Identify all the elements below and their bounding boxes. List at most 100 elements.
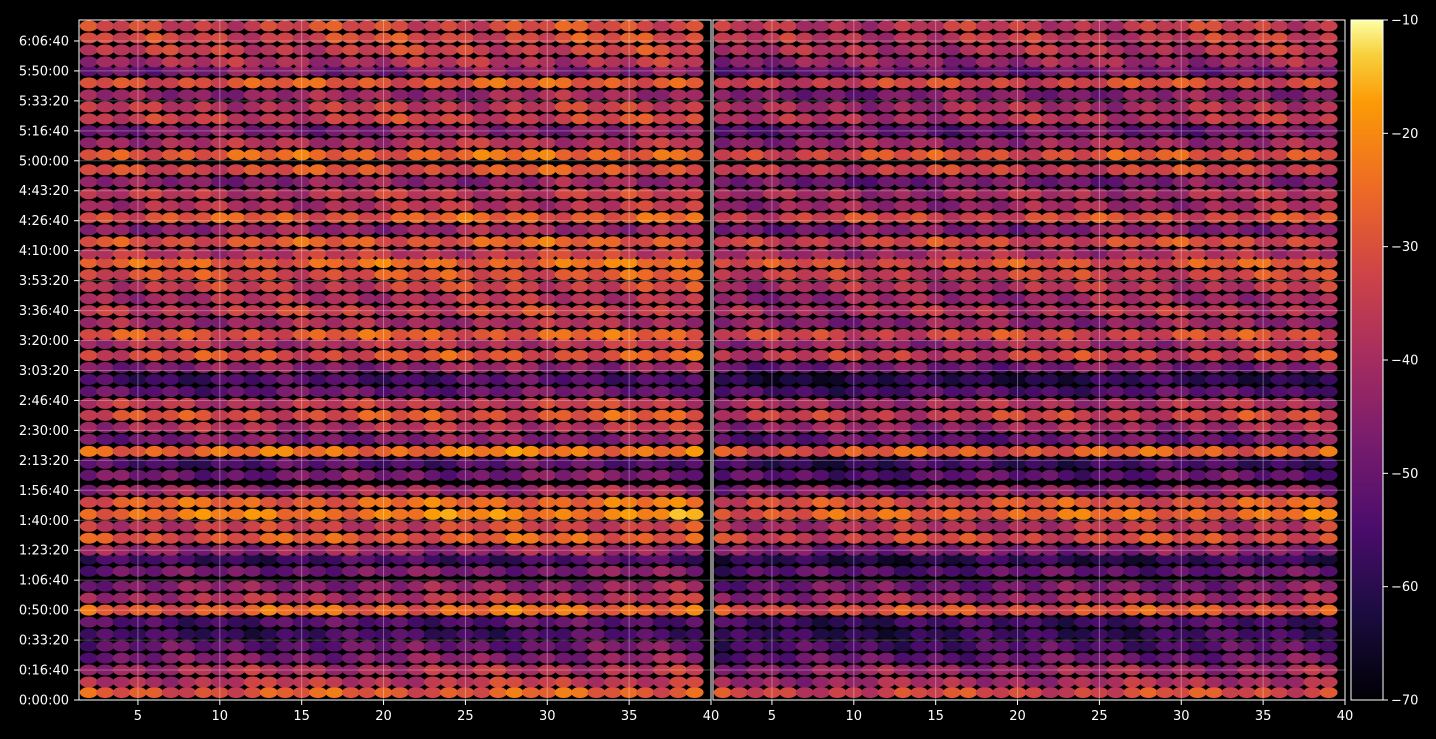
heatmap-cell <box>685 628 704 640</box>
heatmap-cell <box>1024 77 1043 89</box>
heatmap-cell <box>128 281 147 293</box>
heatmap-cell <box>1319 281 1338 293</box>
y-tick-label: 1:23:20 <box>19 544 69 559</box>
heatmap-cell <box>1286 350 1305 361</box>
heatmap-cell <box>1074 433 1092 445</box>
heatmap-cell <box>456 445 475 457</box>
heatmap-cell <box>1254 101 1273 113</box>
heatmap-cell <box>926 269 945 281</box>
heatmap-cell <box>1123 164 1142 176</box>
heatmap-cell <box>161 616 180 628</box>
heatmap-cell <box>571 532 589 544</box>
heatmap-cell <box>1286 604 1305 616</box>
heatmap-cell <box>1139 652 1158 664</box>
heatmap-cell <box>178 101 197 113</box>
heatmap-cell <box>926 338 945 349</box>
heatmap-cell <box>390 44 409 56</box>
heatmap-cell <box>456 580 475 592</box>
heatmap-cell <box>243 604 262 616</box>
heatmap-cell <box>730 592 749 604</box>
heatmap-cell <box>603 56 622 68</box>
heatmap-cell <box>423 544 442 556</box>
heatmap-cell <box>489 89 508 101</box>
heatmap-cell <box>341 469 360 481</box>
heatmap-cell <box>1237 137 1256 149</box>
heatmap-cell <box>276 20 295 32</box>
heatmap-cell <box>812 362 831 373</box>
heatmap-cell <box>489 386 508 397</box>
heatmap-cell <box>1303 628 1322 640</box>
heatmap-cell <box>1139 77 1158 89</box>
heatmap-cell <box>812 188 831 200</box>
heatmap-cell <box>456 386 475 397</box>
heatmap-cell <box>79 236 98 248</box>
heatmap-cell <box>79 32 98 44</box>
heatmap-cell <box>505 317 524 329</box>
heatmap-cell <box>910 149 929 161</box>
heatmap-cell <box>779 445 798 457</box>
heatmap-cell <box>620 676 639 688</box>
heatmap-cell <box>636 544 655 556</box>
heatmap-cell <box>975 77 994 89</box>
heatmap-cell <box>276 433 295 445</box>
heatmap-cell <box>1139 212 1158 224</box>
heatmap-cell <box>538 640 557 652</box>
heatmap-cell <box>795 496 814 508</box>
heatmap-cell <box>828 125 847 137</box>
heatmap-cell <box>309 565 327 577</box>
heatmap-cell <box>489 56 508 68</box>
heatmap-cell <box>145 544 164 556</box>
heatmap-cell <box>390 565 409 577</box>
heatmap-cell <box>1172 640 1191 652</box>
heatmap-cell <box>795 113 814 125</box>
heatmap-cell <box>1270 544 1289 556</box>
heatmap-cell <box>538 374 557 385</box>
heatmap-cell <box>959 508 978 520</box>
heatmap-cell <box>587 409 606 421</box>
heatmap-cell <box>828 269 847 281</box>
heatmap-cell <box>571 317 589 329</box>
heatmap-cell <box>161 374 180 385</box>
heatmap-cell <box>844 257 863 269</box>
heatmap-cell <box>1303 56 1322 68</box>
heatmap-cell <box>877 421 896 433</box>
heatmap-cell <box>210 317 229 329</box>
heatmap-cell <box>456 532 475 544</box>
heatmap-cell <box>1205 137 1223 149</box>
heatmap-cell <box>505 616 524 628</box>
heatmap-cell <box>1041 433 1060 445</box>
heatmap-cell <box>407 484 426 496</box>
heatmap-cell <box>1057 248 1076 260</box>
heatmap-cell <box>861 101 880 113</box>
heatmap-cell <box>1008 484 1027 496</box>
heatmap-cell <box>795 544 814 556</box>
heatmap-cell <box>669 329 688 340</box>
heatmap-cell <box>96 553 115 565</box>
heatmap-cell <box>178 421 197 433</box>
heatmap-cell <box>812 520 831 532</box>
heatmap-cell <box>926 433 945 445</box>
heatmap-cell <box>1057 469 1076 481</box>
heatmap-cell <box>423 580 442 592</box>
heatmap-cell <box>276 65 295 77</box>
heatmap-cell <box>1205 397 1223 409</box>
heatmap-cell <box>358 176 377 188</box>
heatmap-cell <box>96 374 115 385</box>
heatmap-cell <box>943 362 961 373</box>
heatmap-cell <box>1319 433 1338 445</box>
heatmap-cell <box>194 164 213 176</box>
heatmap-cell <box>1008 544 1027 556</box>
heatmap-cell <box>1057 592 1076 604</box>
heatmap-cell <box>505 44 524 56</box>
heatmap-cell <box>1041 113 1060 125</box>
heatmap-cell <box>992 236 1011 248</box>
heatmap-cell <box>685 212 704 224</box>
heatmap-cell <box>358 281 377 293</box>
heatmap-cell <box>713 604 732 616</box>
heatmap-cell <box>440 386 458 397</box>
heatmap-cell <box>893 200 912 212</box>
heatmap-cell <box>828 77 847 89</box>
heatmap-cell <box>926 664 945 676</box>
heatmap-cell <box>844 628 863 640</box>
heatmap-cell <box>96 457 115 469</box>
